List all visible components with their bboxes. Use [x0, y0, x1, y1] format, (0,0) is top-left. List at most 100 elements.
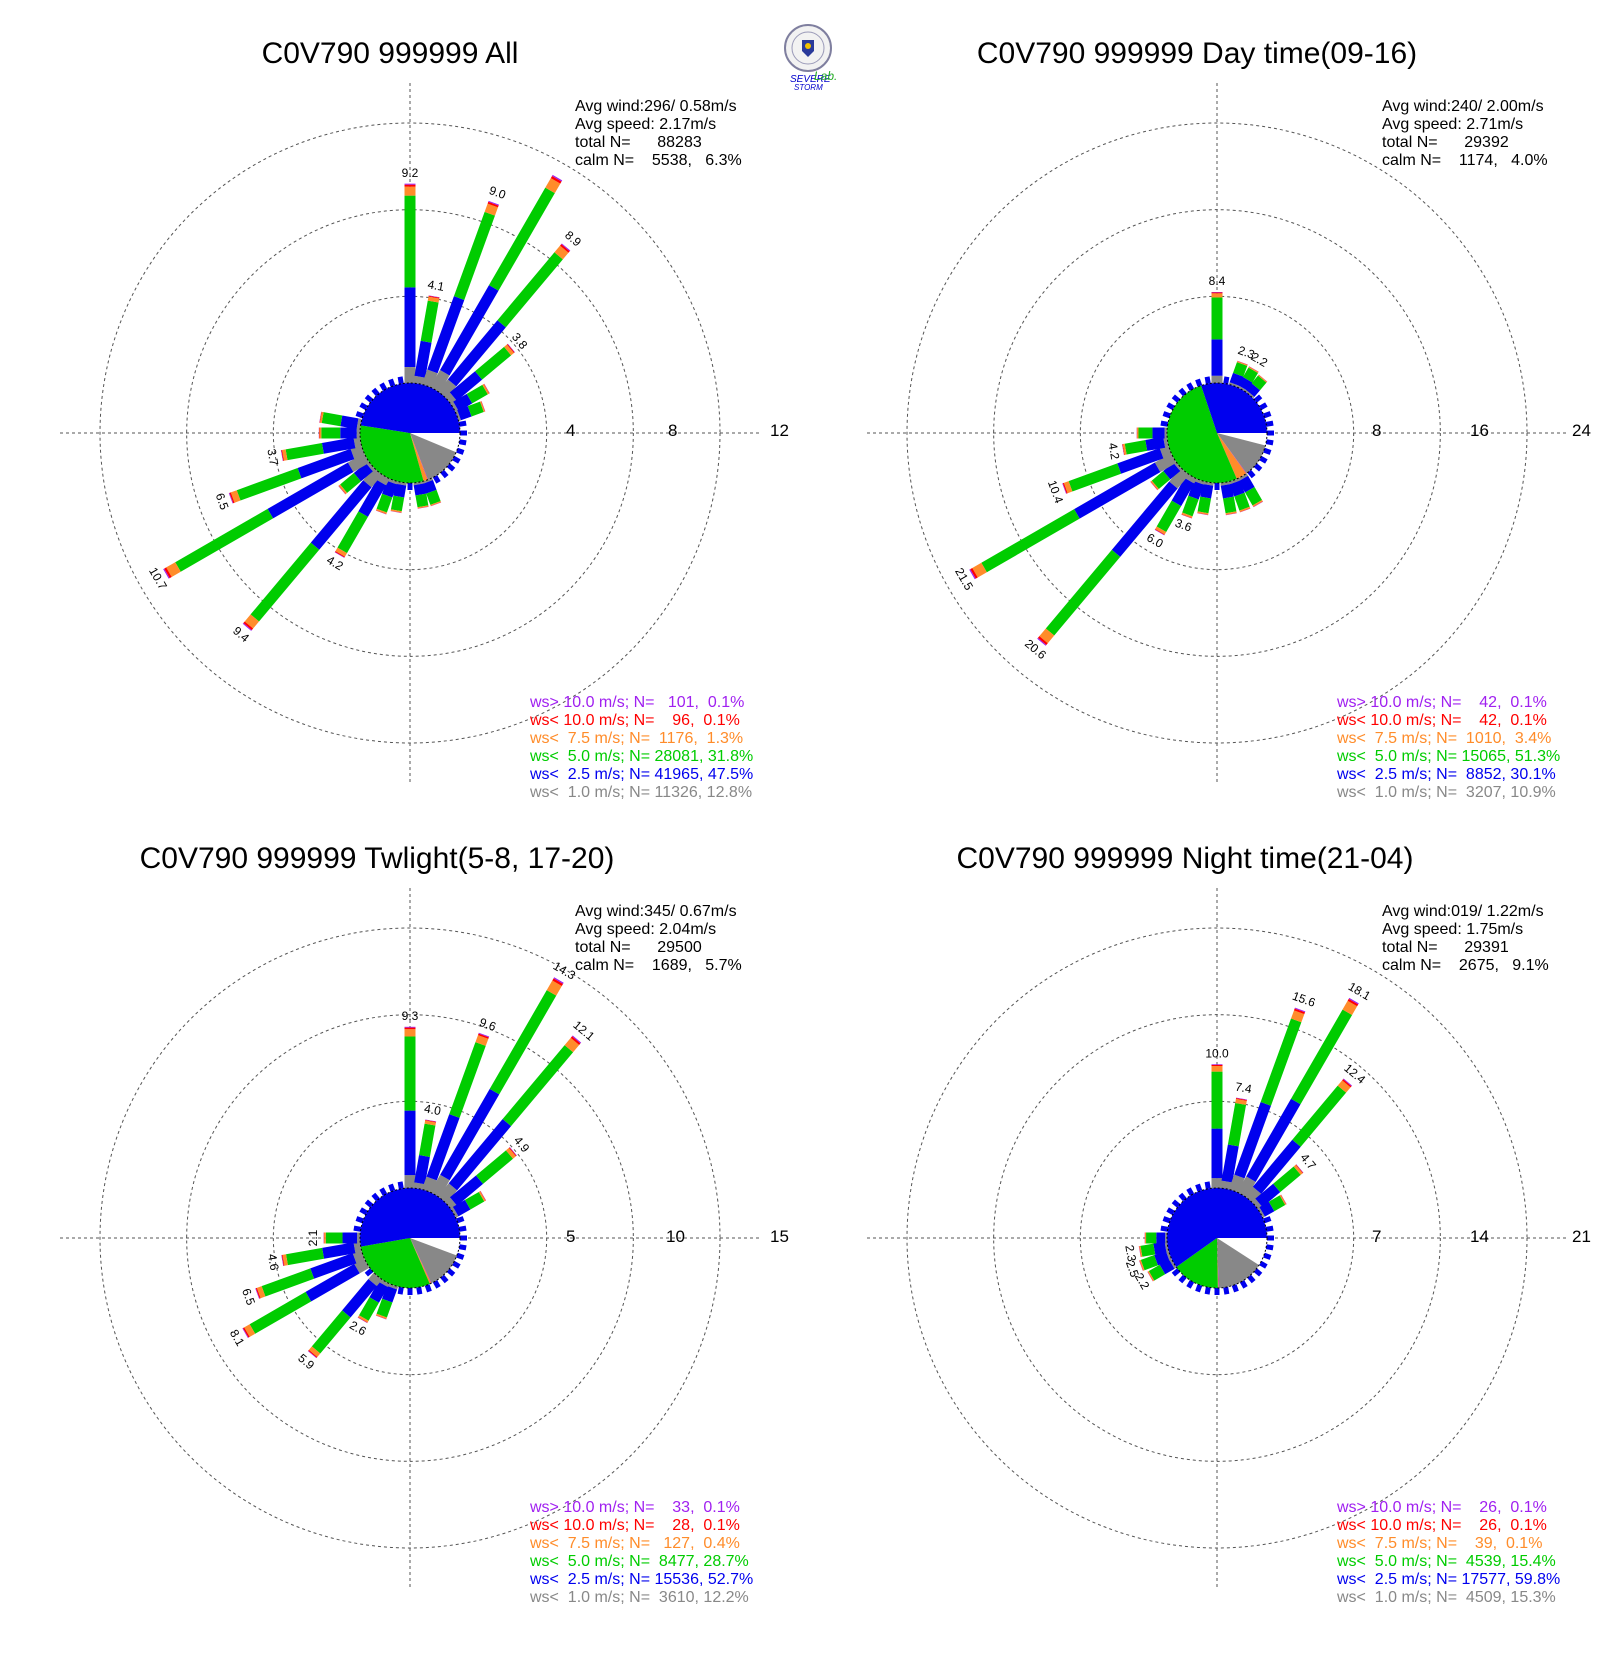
wind-bar-stub: [353, 1225, 362, 1232]
wind-bar-segment: [358, 1315, 369, 1323]
legend-item-lt2-5: ws< 2.5 m/s; N= 41965, 47.5%: [529, 766, 753, 783]
wind-bar-segment: [1246, 1098, 1301, 1182]
stat-total-n: total N= 88283: [575, 134, 702, 151]
legend-item-lt7-5: ws< 7.5 m/s; N= 127, 0.4%: [529, 1535, 740, 1552]
wind-bar-segment: [1150, 480, 1159, 490]
stat-total-n: total N= 29391: [1382, 939, 1509, 956]
wind-bar-segment: [354, 1258, 370, 1274]
wind-bar-segment: [1246, 383, 1261, 397]
calm-circle: [359, 382, 461, 484]
wind-bar-segment: [386, 478, 399, 485]
wind-bar-stub: [397, 376, 404, 385]
center-pie-slice: [360, 383, 460, 433]
wind-bar-stub: [452, 455, 461, 464]
legend-item-lt7-5: ws< 7.5 m/s; N= 39, 0.1%: [1336, 1535, 1542, 1552]
center-pie-slice: [1166, 385, 1237, 484]
wind-bar-segment: [310, 480, 372, 550]
calm-circle: [359, 1187, 461, 1289]
panel-twilight: 9.34.09.614.312.14.92.65.98.16.54.62.1 C…: [60, 842, 789, 1606]
wind-bar-segment: [1111, 481, 1178, 557]
wind-bar-stub: [446, 1268, 456, 1277]
wind-bar-stub: [1253, 1268, 1263, 1277]
ring-tick: 24: [1572, 421, 1591, 440]
wind-bar-segment: [1244, 1186, 1262, 1204]
wind-bar-segment: [1045, 549, 1121, 636]
wind-bar-stub: [1178, 1192, 1187, 1202]
wind-bar-segment: [427, 296, 440, 303]
center-pie-slice: [410, 1238, 432, 1284]
legend-item-lt10: ws< 10.0 m/s; N= 28, 0.1%: [529, 1517, 740, 1534]
wind-bar-segment: [282, 449, 288, 461]
wind-bar-segment: [419, 1123, 436, 1157]
stat-avg-wind: Avg wind:240/ 2.00m/s: [1382, 98, 1544, 115]
stat-avg-speed: Avg speed: 2.04m/s: [575, 921, 716, 938]
title-twilight: C0V790 999999 Twlight(5-8, 17-20): [140, 842, 615, 875]
wind-bar-segment: [1255, 1183, 1281, 1208]
wind-bar-segment: [554, 245, 569, 260]
ring-ticks-all: 4 8 12: [566, 421, 789, 440]
wind-bar-segment: [415, 493, 429, 508]
wind-bar-segment: [359, 1297, 379, 1321]
wind-bar-segment: [321, 437, 356, 454]
wind-bar-segment: [340, 415, 359, 430]
wind-bar-segment: [1155, 526, 1167, 535]
wind-bar-segment: [1291, 1010, 1305, 1023]
wind-bar-stub: [1263, 411, 1272, 419]
stats-night-time: Avg wind:019/ 1.22m/s Avg speed: 1.75m/s…: [1382, 903, 1549, 974]
wind-bar-segment: [449, 1175, 484, 1206]
wind-bar-stub: [458, 439, 467, 446]
wind-bar-segment: [1347, 998, 1359, 1007]
wind-bar-segment: [1342, 1079, 1352, 1088]
stats-all: Avg wind:296/ 0.58m/s Avg speed: 2.17m/s…: [575, 98, 742, 169]
wind-bar-segment: [437, 1183, 458, 1204]
wind-bar-segment: [487, 201, 499, 208]
legend-twilight: ws> 10.0 m/s; N= 33, 0.1% ws< 10.0 m/s; …: [529, 1499, 753, 1606]
stats-day-time: Avg wind:240/ 2.00m/s Avg speed: 2.71m/s…: [1382, 98, 1548, 169]
wind-bar-stub: [1263, 1252, 1272, 1260]
wind-bar-segment: [347, 453, 370, 473]
wind-bar-segment: [1169, 1258, 1177, 1269]
legend-item-gt10: ws> 10.0 m/s; N= 42, 0.1%: [1336, 694, 1547, 711]
stat-avg-speed: Avg speed: 2.71m/s: [1382, 116, 1523, 133]
wind-bar-segment: [466, 384, 488, 404]
wind-bar-segment: [244, 614, 260, 629]
wind-bar-segment: [1181, 512, 1193, 518]
wind-bar-segment: [376, 508, 387, 514]
wind-bar-segment: [444, 1197, 458, 1211]
wind-bar-segment: [1233, 362, 1248, 377]
bar-label: 3.8: [509, 330, 531, 352]
wind-bar-segment: [482, 384, 490, 395]
stat-calm-n: calm N= 1689, 5.7%: [575, 957, 742, 974]
logo-text-storm: STORM: [794, 83, 823, 92]
bar-label: 2.1: [306, 1229, 320, 1246]
wind-bar-segment: [1063, 481, 1073, 494]
ring-tick: 12: [770, 421, 789, 440]
bar-label: 9.0: [487, 183, 508, 202]
wind-bar-segment: [1193, 478, 1206, 485]
wind-bar-segment: [1229, 480, 1245, 497]
wind-bar-segment: [305, 1263, 360, 1302]
bar-label: 7.4: [1234, 1080, 1253, 1097]
wind-bar-segment: [444, 392, 457, 406]
wind-bar-segment: [1156, 500, 1182, 532]
title-all: C0V790 999999 All: [262, 37, 519, 70]
wind-bar-segment: [1074, 462, 1161, 519]
legend-item-lt10: ws< 10.0 m/s; N= 26, 0.1%: [1336, 1517, 1547, 1534]
wind-bar-stub: [1166, 1207, 1175, 1216]
wind-bar-stub: [1231, 1284, 1239, 1293]
wind-bar-segment: [164, 567, 172, 579]
logo-text-lab: Lab.: [814, 69, 837, 83]
stat-calm-n: calm N= 2675, 9.1%: [1382, 957, 1549, 974]
wind-bar-stub: [1265, 439, 1274, 446]
center-pie-slice: [1217, 433, 1247, 474]
wind-bar-segment: [426, 1114, 460, 1181]
bar-label: 8.9: [562, 228, 584, 250]
wind-bar-segment: [453, 393, 473, 412]
wind-bar-segment: [1259, 1201, 1275, 1217]
center-pie: [359, 1187, 461, 1289]
wind-bar-stub: [456, 447, 465, 455]
center-pie-slice: [410, 1238, 431, 1284]
center-pie-slice: [410, 433, 428, 482]
wind-bar-segment: [475, 1150, 513, 1184]
ring-tick: 8: [1372, 421, 1381, 440]
